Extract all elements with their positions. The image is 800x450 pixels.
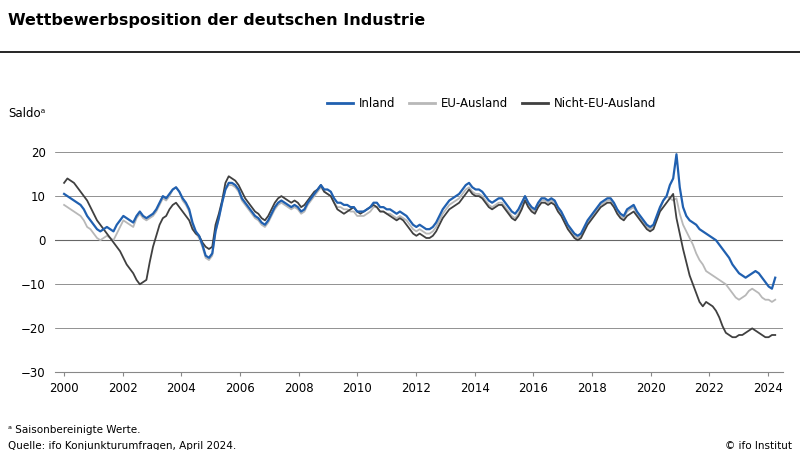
Text: ᵃ Saisonbereinigte Werte.: ᵃ Saisonbereinigte Werte. <box>8 425 141 435</box>
Text: Wettbewerbsposition der deutschen Industrie: Wettbewerbsposition der deutschen Indust… <box>8 14 426 28</box>
Text: Saldoᵃ: Saldoᵃ <box>8 107 46 120</box>
Text: Quelle: ifo Konjunkturumfragen, April 2024.: Quelle: ifo Konjunkturumfragen, April 20… <box>8 441 236 450</box>
Text: © ifo Institut: © ifo Institut <box>725 441 792 450</box>
Legend: Inland, EU-Ausland, Nicht-EU-Ausland: Inland, EU-Ausland, Nicht-EU-Ausland <box>322 92 662 115</box>
